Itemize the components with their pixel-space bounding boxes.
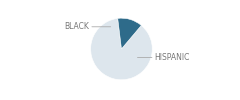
Text: BLACK: BLACK [64, 22, 111, 31]
Wedge shape [118, 18, 141, 49]
Text: HISPANIC: HISPANIC [138, 53, 190, 62]
Wedge shape [91, 18, 152, 80]
